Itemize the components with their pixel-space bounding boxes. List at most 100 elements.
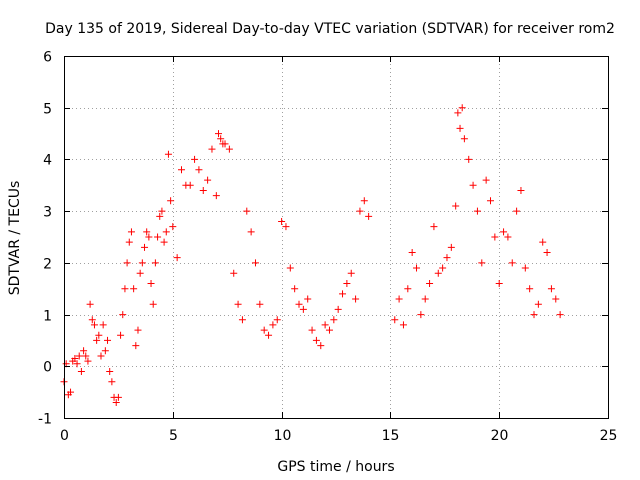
axis-ticks: 0 5 10 15 20 25 -1 0 1 2 3 4 5 6 bbox=[38, 50, 617, 445]
data-point bbox=[208, 145, 216, 153]
data-point bbox=[158, 207, 166, 215]
data-point bbox=[112, 398, 120, 406]
data-point bbox=[217, 135, 225, 143]
data-point bbox=[404, 285, 412, 293]
data-point bbox=[260, 326, 268, 334]
chart-title: Day 135 of 2019, Sidereal Day-to-day VTE… bbox=[45, 21, 615, 37]
data-point bbox=[151, 259, 159, 267]
grid-lines bbox=[64, 56, 608, 418]
data-point bbox=[117, 331, 125, 339]
data-point bbox=[552, 295, 560, 303]
data-point bbox=[291, 285, 299, 293]
data-point bbox=[473, 207, 481, 215]
data-point bbox=[495, 280, 503, 288]
data-point bbox=[556, 311, 564, 319]
data-point bbox=[238, 316, 246, 324]
data-point bbox=[132, 342, 140, 350]
data-point bbox=[500, 228, 508, 236]
data-point bbox=[482, 176, 490, 184]
data-point bbox=[108, 378, 116, 386]
data-point bbox=[191, 155, 199, 163]
y-tick-label: 0 bbox=[43, 360, 52, 376]
data-point bbox=[534, 300, 542, 308]
data-point bbox=[121, 285, 129, 293]
data-point bbox=[339, 290, 347, 298]
data-point bbox=[75, 352, 83, 360]
data-point bbox=[93, 336, 101, 344]
data-point bbox=[486, 197, 494, 205]
data-point bbox=[295, 300, 303, 308]
data-point bbox=[178, 166, 186, 174]
x-tick-label: 20 bbox=[491, 428, 509, 444]
data-point bbox=[173, 254, 181, 262]
data-point bbox=[282, 223, 290, 231]
data-point bbox=[508, 259, 516, 267]
data-point bbox=[71, 355, 79, 363]
data-point bbox=[278, 217, 286, 225]
x-tick-label: 0 bbox=[60, 428, 69, 444]
y-axis-label: SDTVAR / TECUs bbox=[7, 181, 23, 296]
data-point bbox=[97, 352, 105, 360]
data-point bbox=[90, 321, 98, 329]
data-point bbox=[460, 135, 468, 143]
data-point bbox=[447, 243, 455, 251]
data-point bbox=[391, 316, 399, 324]
data-point bbox=[304, 295, 312, 303]
data-point bbox=[145, 233, 153, 241]
data-point bbox=[125, 238, 133, 246]
data-point bbox=[265, 331, 273, 339]
data-point bbox=[141, 243, 149, 251]
y-tick-label: 5 bbox=[43, 102, 52, 118]
data-point bbox=[195, 166, 203, 174]
data-point bbox=[154, 233, 162, 241]
data-point bbox=[80, 347, 88, 355]
data-point bbox=[491, 233, 499, 241]
data-point bbox=[251, 259, 259, 267]
data-point bbox=[114, 393, 122, 401]
y-tick-label: 4 bbox=[43, 153, 52, 169]
data-point bbox=[156, 212, 164, 220]
data-point bbox=[143, 228, 151, 236]
data-point bbox=[513, 207, 521, 215]
data-point bbox=[439, 264, 447, 272]
y-tick-label: 3 bbox=[43, 205, 52, 221]
data-point bbox=[230, 269, 238, 277]
data-point bbox=[212, 192, 220, 200]
data-point bbox=[547, 285, 555, 293]
data-point bbox=[95, 331, 103, 339]
data-point bbox=[517, 186, 525, 194]
data-point bbox=[456, 124, 464, 132]
data-point bbox=[308, 326, 316, 334]
data-point bbox=[73, 360, 81, 368]
data-point bbox=[123, 259, 131, 267]
data-point bbox=[526, 285, 534, 293]
data-point bbox=[521, 264, 529, 272]
data-point bbox=[256, 300, 264, 308]
data-point bbox=[160, 238, 168, 246]
data-point bbox=[247, 228, 255, 236]
data-point bbox=[312, 336, 320, 344]
x-tick-label: 25 bbox=[600, 428, 618, 444]
data-point bbox=[104, 336, 112, 344]
data-point bbox=[167, 197, 175, 205]
data-point bbox=[321, 321, 329, 329]
data-point bbox=[434, 269, 442, 277]
data-point bbox=[543, 249, 551, 257]
data-point bbox=[67, 388, 75, 396]
data-point bbox=[127, 228, 135, 236]
data-point bbox=[199, 186, 207, 194]
data-point bbox=[106, 367, 114, 375]
data-point bbox=[77, 367, 85, 375]
data-point bbox=[269, 321, 277, 329]
y-tick-label: 6 bbox=[43, 50, 52, 66]
data-point bbox=[84, 357, 92, 365]
data-point bbox=[147, 280, 155, 288]
data-point bbox=[88, 316, 96, 324]
data-point bbox=[138, 259, 146, 267]
data-point bbox=[408, 249, 416, 257]
data-point bbox=[399, 321, 407, 329]
data-point bbox=[356, 207, 364, 215]
data-point bbox=[430, 223, 438, 231]
data-point bbox=[119, 311, 127, 319]
